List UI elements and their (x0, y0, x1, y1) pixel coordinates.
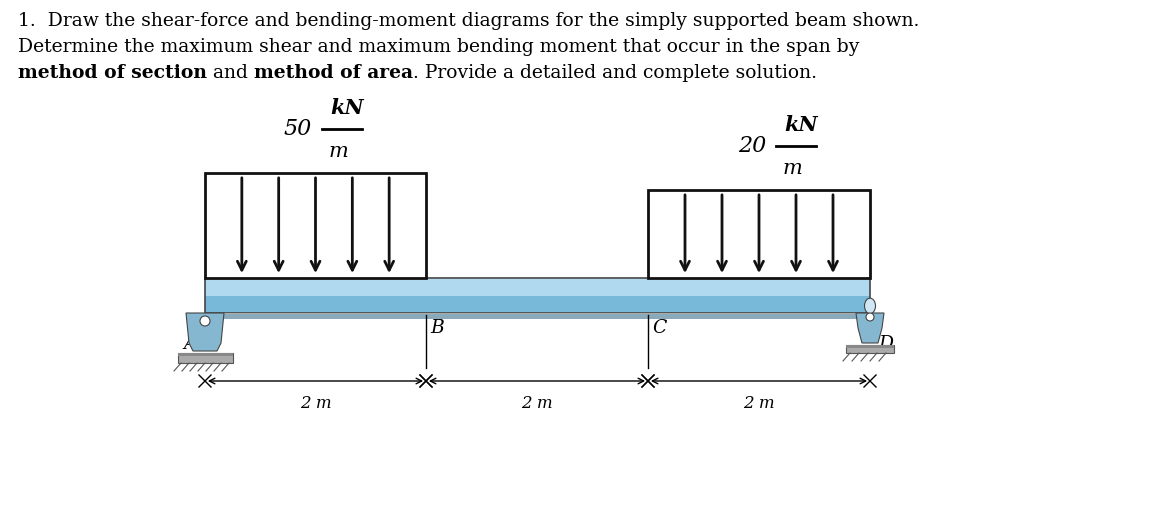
Text: D: D (878, 335, 893, 353)
Text: kN: kN (784, 115, 818, 135)
Text: m: m (783, 159, 801, 178)
Bar (205, 279, 870, 296)
Text: method of section: method of section (17, 64, 207, 82)
Circle shape (866, 313, 875, 321)
Bar (648, 190, 870, 278)
Circle shape (200, 316, 211, 326)
Bar (178, 353, 233, 356)
Bar (205, 296, 870, 313)
Text: 2 m: 2 m (300, 395, 331, 412)
Text: 20: 20 (737, 135, 766, 157)
Text: 2 m: 2 m (743, 395, 775, 412)
Text: . Provide a detailed and complete solution.: . Provide a detailed and complete soluti… (413, 64, 816, 82)
Bar (205, 312, 870, 319)
Polygon shape (856, 313, 884, 343)
Bar (846, 345, 894, 348)
Bar (205, 278, 870, 281)
Bar (178, 353, 233, 363)
Text: and: and (207, 64, 254, 82)
Text: method of area: method of area (254, 64, 413, 82)
Text: Determine the maximum shear and maximum bending moment that occur in the span by: Determine the maximum shear and maximum … (17, 38, 859, 56)
Polygon shape (186, 313, 224, 351)
Text: 1.  Draw the shear-force and bending-moment diagrams for the simply supported be: 1. Draw the shear-force and bending-mome… (17, 12, 920, 30)
Bar (205, 173, 426, 278)
Ellipse shape (864, 298, 876, 313)
Text: 50: 50 (284, 118, 312, 140)
Text: 2 m: 2 m (521, 395, 552, 412)
Bar (846, 345, 894, 353)
Text: kN: kN (330, 98, 364, 118)
Text: m: m (328, 142, 348, 161)
Bar (205, 278, 870, 313)
Text: A: A (183, 335, 197, 353)
Text: B: B (430, 319, 444, 337)
Text: C: C (652, 319, 666, 337)
